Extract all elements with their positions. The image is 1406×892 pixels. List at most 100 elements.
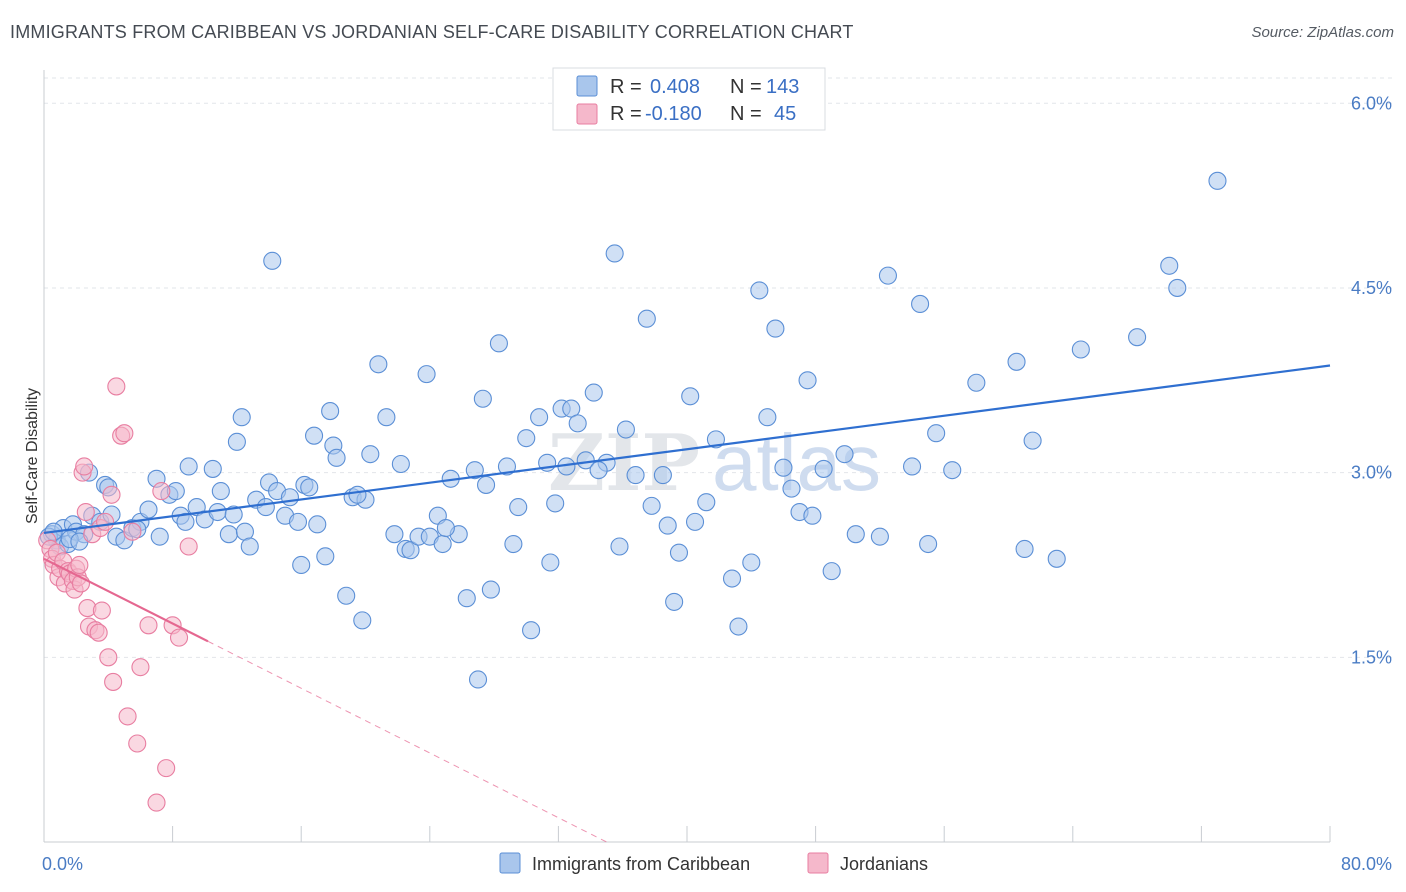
jordanians-point-23 — [89, 623, 108, 642]
caribbean-point-113 — [814, 459, 833, 478]
caribbean-point-41 — [292, 555, 311, 575]
caribbean-point-114 — [822, 562, 841, 581]
caribbean-point-73 — [497, 457, 517, 476]
caribbean-point-119 — [902, 457, 922, 476]
caribbean-point-123 — [943, 461, 962, 480]
caribbean-point-72 — [489, 334, 508, 353]
jordanians-point-34 — [123, 522, 142, 541]
legend-n-label-1: N = — [730, 76, 762, 98]
jordanians-point-35 — [128, 734, 147, 753]
trend-line-jordanians — [43, 557, 209, 643]
caribbean-point-64 — [433, 534, 452, 554]
caribbean-point-55 — [377, 408, 396, 427]
caribbean-point-46 — [321, 402, 340, 421]
jordanians-point-43 — [179, 537, 198, 556]
caribbean-point-98 — [681, 387, 700, 406]
jordanians-point-37 — [139, 616, 158, 635]
caribbean-point-129 — [1071, 340, 1090, 359]
caribbean-point-117 — [870, 527, 889, 546]
caribbean-point-105 — [750, 281, 769, 300]
caribbean-point-61 — [417, 365, 436, 384]
caribbean-point-45 — [316, 547, 335, 566]
caribbean-point-126 — [1015, 539, 1034, 559]
y-tick-labels: 1.5% 3.0% 4.5% 6.0% — [1351, 93, 1392, 667]
caribbean-point-120 — [911, 294, 930, 313]
legend-r-label-2: R = — [610, 103, 642, 125]
legend-r-label-1: R = — [610, 76, 642, 98]
jordanians-point-18 — [76, 502, 95, 522]
chart-source: Source: ZipAtlas.com — [1251, 24, 1394, 41]
caribbean-point-148 — [626, 466, 645, 485]
legend-bottom-label-caribbean: Immigrants from Caribbean — [532, 854, 750, 874]
caribbean-point-99 — [685, 512, 705, 531]
caribbean-point-122 — [927, 424, 946, 443]
caribbean-point-67 — [457, 589, 476, 608]
caribbean-point-68 — [465, 461, 484, 480]
x-tick-label-min: 0.0% — [42, 854, 83, 874]
caribbean-point-121 — [919, 534, 938, 554]
caribbean-point-130 — [1128, 328, 1147, 347]
caribbean-point-53 — [361, 445, 380, 464]
caribbean-point-26 — [203, 459, 222, 478]
caribbean-point-101 — [706, 430, 725, 449]
caribbean-point-95 — [658, 516, 677, 535]
caribbean-point-57 — [391, 454, 410, 474]
trend-line-jordanians-extension — [207, 640, 607, 843]
caribbean-point-23 — [179, 457, 198, 476]
caribbean-point-48 — [327, 448, 346, 467]
legend-bottom-swatch-jordanians — [807, 852, 829, 874]
y-tick-label-3: 6.0% — [1351, 93, 1392, 113]
legend-swatch-jordanians — [576, 103, 598, 125]
caribbean-point-109 — [782, 479, 801, 498]
caribbean-point-112 — [803, 506, 822, 525]
jordanians-point-39 — [152, 482, 171, 501]
caribbean-point-93 — [642, 496, 661, 515]
caribbean-point-104 — [742, 553, 761, 572]
jordanians-point-17 — [75, 457, 94, 476]
caribbean-point-91 — [616, 420, 635, 439]
jordanians-point-38 — [147, 793, 166, 812]
caribbean-point-102 — [722, 569, 742, 588]
caribbean-point-143 — [300, 478, 319, 497]
legend-top-box — [552, 67, 826, 131]
caribbean-point-49 — [337, 586, 356, 605]
caribbean-point-103 — [729, 617, 748, 636]
legend-n-label-2: N = — [730, 103, 762, 125]
series-caribbean-points — [39, 171, 1227, 689]
caribbean-point-40 — [288, 512, 308, 531]
caribbean-point-132 — [1168, 278, 1187, 297]
jordanians-point-27 — [99, 648, 118, 667]
y-tick-label-1: 3.0% — [1351, 463, 1392, 483]
jordanians-point-42 — [169, 628, 189, 647]
caribbean-point-30 — [227, 432, 246, 451]
grid-lines — [44, 77, 1392, 658]
caribbean-point-44 — [308, 515, 327, 534]
legend-bottom: Immigrants from Caribbean Jordanians — [499, 852, 928, 874]
caribbean-point-75 — [509, 498, 528, 517]
y-tick-label-2: 4.5% — [1351, 278, 1392, 298]
jordanians-point-44 — [70, 555, 89, 575]
caribbean-point-28 — [211, 482, 230, 501]
caribbean-point-89 — [605, 244, 624, 263]
caribbean-point-116 — [846, 525, 865, 544]
caribbean-point-85 — [568, 414, 587, 433]
jordanians-point-40 — [157, 759, 176, 778]
caribbean-point-124 — [967, 373, 986, 392]
caribbean-point-118 — [878, 266, 897, 285]
caribbean-point-54 — [369, 355, 388, 374]
caribbean-point-71 — [481, 580, 500, 599]
caribbean-point-90 — [610, 537, 629, 556]
legend-top: R = 0.408 N = 143 R = -0.180 N = 45 — [552, 67, 826, 131]
caribbean-point-76 — [517, 429, 536, 448]
jordanians-point-25 — [92, 601, 111, 620]
caribbean-point-107 — [766, 319, 785, 338]
caribbean-point-74 — [504, 534, 523, 554]
y-axis-label: Self-Care Disability — [24, 388, 41, 524]
jordanians-point-36 — [131, 658, 150, 677]
caribbean-point-111 — [798, 371, 817, 390]
caribbean-point-92 — [637, 309, 656, 328]
series-jordanians-points — [38, 377, 198, 812]
trend-lines — [43, 364, 1331, 843]
caribbean-point-17 — [139, 500, 158, 519]
